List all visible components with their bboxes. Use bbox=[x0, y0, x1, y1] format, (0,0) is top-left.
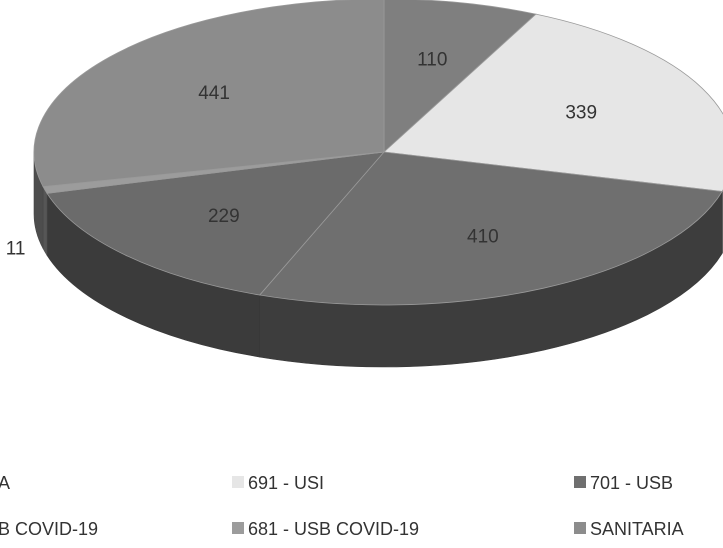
pie-slice bbox=[383, 0, 537, 153]
pie-slice-side bbox=[42, 186, 48, 257]
pie-slice bbox=[33, 0, 385, 188]
legend-item: A bbox=[0, 473, 10, 494]
pie-data-label: 110 bbox=[417, 50, 447, 71]
legend-swatch bbox=[232, 476, 244, 488]
legend-item: B COVID-19 bbox=[0, 519, 98, 540]
legend-swatch bbox=[574, 476, 586, 488]
legend-label: 691 - USI bbox=[248, 473, 325, 493]
pie-data-labels: 110 339 410 229 11 441 bbox=[6, 50, 597, 260]
legend-swatch bbox=[232, 522, 244, 534]
legend-label: 701 - USB bbox=[590, 473, 674, 493]
legend-item: 701 - USB bbox=[574, 473, 673, 494]
legend-item: 681 - USB COVID-19 bbox=[232, 519, 419, 540]
legend-label: B COVID-19 bbox=[0, 519, 99, 539]
pie-data-label: 410 bbox=[467, 226, 499, 247]
pie-data-label: 441 bbox=[198, 83, 230, 104]
pie-data-label: 339 bbox=[565, 102, 597, 123]
pie-data-label: 229 bbox=[208, 206, 240, 227]
legend-swatch bbox=[574, 522, 586, 534]
legend-item: 691 - USI bbox=[232, 473, 324, 494]
legend-label: 681 - USB COVID-19 bbox=[248, 519, 420, 539]
legend-label: A bbox=[0, 473, 11, 493]
pie-data-label: 11 bbox=[6, 238, 26, 259]
pie-slice bbox=[383, 13, 723, 192]
pie-slices bbox=[33, 0, 723, 306]
legend-label: SANITARIA bbox=[590, 519, 684, 539]
pie-slice bbox=[46, 151, 385, 296]
pie-slice bbox=[258, 151, 723, 306]
legend-item: SANITARIA bbox=[574, 519, 684, 540]
